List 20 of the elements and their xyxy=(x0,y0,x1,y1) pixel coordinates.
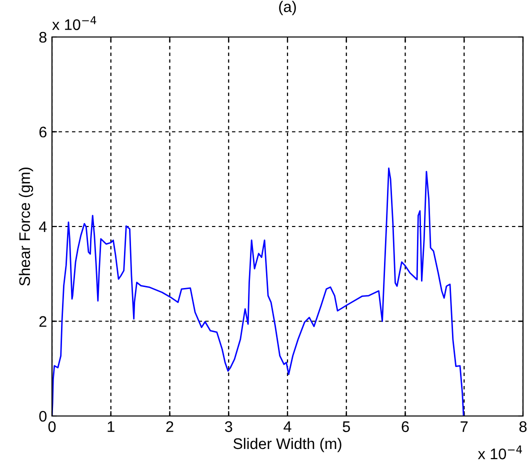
x-tick-label: 7 xyxy=(460,421,468,432)
x-axis-title: Slider Width (m) xyxy=(233,438,342,452)
y-tick-label: 6 xyxy=(39,126,46,138)
x-tick-label: 2 xyxy=(166,421,174,432)
line-series xyxy=(52,168,464,416)
x-tick-label: 8 xyxy=(519,421,527,432)
x-tick-label: 3 xyxy=(224,421,232,432)
text: x 10$^{−4}$ xyxy=(52,16,96,30)
x-tick-label: 6 xyxy=(402,421,409,432)
text: x 10$^{−4}$ xyxy=(478,446,522,460)
y-tick-label: 2 xyxy=(39,316,46,327)
x-tick-label: 5 xyxy=(342,421,350,432)
y-axis-title: Shear Force (gm) xyxy=(18,168,34,286)
y-tick-label: 4 xyxy=(38,222,47,232)
chart-title: (a) xyxy=(279,0,296,16)
y-tick-label: 8 xyxy=(39,32,46,43)
y-tick-label: 0 xyxy=(39,410,47,422)
x-tick-label: 1 xyxy=(108,421,114,432)
x-tick-label: 4 xyxy=(284,421,292,432)
x-tick-label: 0 xyxy=(48,421,56,432)
